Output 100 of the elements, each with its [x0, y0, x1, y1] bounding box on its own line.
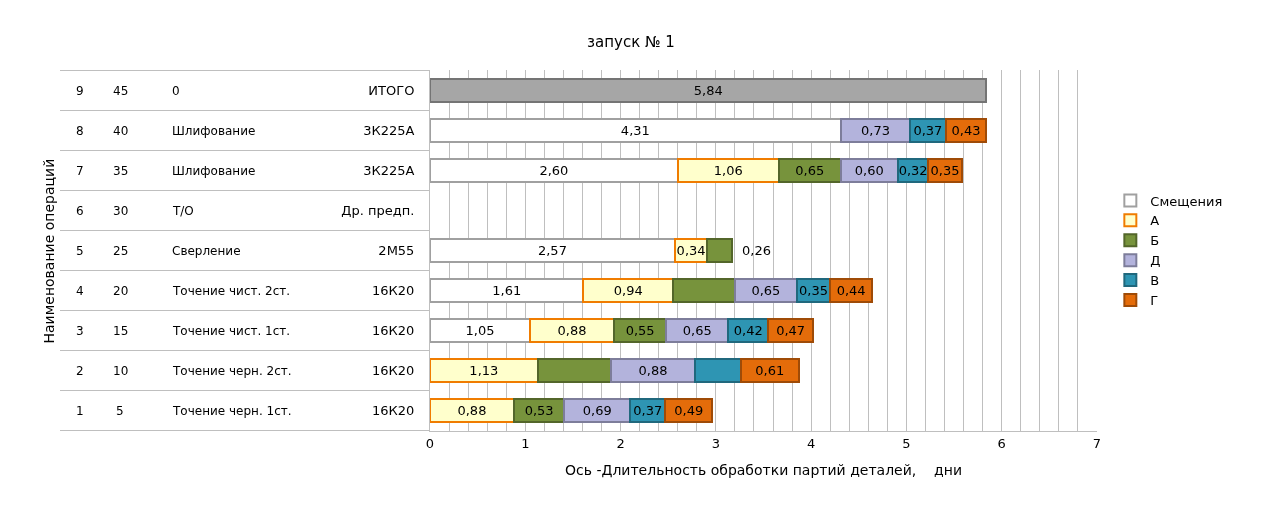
data-label: 0,65	[751, 283, 781, 298]
legend-label: Д	[1150, 253, 1161, 269]
bar	[430, 397, 515, 424]
text: 40	[113, 124, 129, 138]
bar	[767, 317, 815, 344]
bar	[582, 277, 674, 304]
data-label: 0,37	[633, 403, 663, 418]
text: 25	[113, 244, 129, 258]
text: 30	[113, 204, 129, 218]
bar	[536, 357, 613, 384]
y-tick-label: 3К225А	[363, 163, 415, 179]
chart-title: запуск № 1	[587, 32, 675, 51]
text: 2	[76, 364, 84, 378]
data-label: 4,31	[620, 123, 650, 138]
text: 20	[113, 284, 129, 298]
bar	[430, 357, 539, 384]
bar	[671, 277, 736, 304]
data-label: 0,34	[676, 243, 706, 258]
text: Точение чист. 2ст.	[172, 284, 291, 298]
data-label: 0,65	[795, 163, 825, 178]
bar	[430, 117, 842, 144]
legend-label: Б	[1150, 233, 1160, 249]
text: Шлифование	[172, 124, 256, 138]
bar	[430, 277, 585, 304]
text: Наименование операций	[40, 158, 57, 344]
data-label: 0,37	[913, 123, 943, 138]
y-tick-label: 3К225А	[363, 123, 415, 139]
data-label: 0,44	[836, 283, 866, 298]
data-label: 0,88	[638, 363, 668, 378]
data-label: 0,88	[557, 323, 587, 338]
data-label: 0,26	[742, 243, 771, 258]
data-label: 2,60	[539, 163, 569, 178]
data-label: 0,43	[951, 123, 981, 138]
bar	[739, 357, 800, 384]
data-label: 2,57	[537, 243, 567, 258]
data-label: 0,88	[457, 403, 487, 418]
text: 5	[116, 404, 124, 418]
text: Т/О	[172, 204, 194, 218]
data-label: 0,35	[930, 163, 960, 178]
bar	[610, 357, 696, 384]
text: Шлифование	[172, 164, 256, 178]
bar	[676, 157, 780, 184]
text: Точение черн. 1ст.	[172, 404, 292, 418]
data-label: 0,65	[682, 323, 712, 338]
y-tick-label: 16К20	[372, 323, 415, 339]
y-tick-label: 2М55	[378, 243, 415, 259]
bar	[706, 237, 734, 264]
x-tick-label: 4	[807, 435, 816, 451]
data-label: 0,47	[776, 323, 806, 338]
text: 5	[76, 244, 84, 258]
data-label: 0,60	[854, 163, 884, 178]
data-label: 0,32	[898, 163, 928, 178]
data-label: 0,53	[524, 403, 554, 418]
y-tick-label: ИТОГО	[368, 83, 415, 99]
legend-label: Г	[1150, 293, 1159, 309]
text: Точение черн. 2ст.	[172, 364, 292, 378]
text: 15	[113, 324, 129, 338]
x-tick-label: 1	[521, 435, 530, 451]
y-tick-label: Др. предп.	[341, 203, 415, 219]
data-label: 0,35	[799, 283, 828, 298]
text: 3	[76, 324, 84, 338]
text: 7	[76, 164, 84, 178]
text: 45	[113, 84, 129, 98]
bar	[430, 77, 988, 104]
data-label: 1,06	[713, 163, 743, 178]
text: 0	[172, 84, 180, 98]
data-label: 0,94	[613, 283, 643, 298]
bar	[693, 357, 742, 384]
x-tick-label: 5	[902, 435, 911, 451]
text: 8	[76, 124, 84, 138]
x-tick-label: 3	[711, 435, 720, 451]
legend-label: Смещения	[1150, 193, 1223, 209]
x-tick-label: 0	[425, 435, 435, 451]
bar	[430, 317, 532, 344]
x-tick-label: 6	[997, 435, 1006, 451]
data-label: 0,61	[755, 363, 785, 378]
x-axis-title: Ось -Длительность обработки партий деталей, дни	[564, 461, 963, 478]
data-label: 0,69	[582, 403, 612, 418]
data-label: 1,05	[465, 323, 495, 338]
data-label: 5,84	[693, 83, 723, 98]
text: 9	[76, 84, 84, 98]
bar	[430, 157, 679, 184]
x-tick-label: 2	[616, 435, 625, 451]
y-tick-label: 16К20	[372, 403, 415, 419]
text: 35	[113, 164, 129, 178]
text: Точение чист. 1ст.	[172, 324, 291, 338]
data-label: 1,13	[469, 363, 499, 378]
data-label: 0,55	[625, 323, 655, 338]
text: 1	[76, 404, 84, 418]
data-label: 0,49	[674, 403, 704, 418]
bar	[529, 317, 615, 344]
text: Сверление	[172, 244, 241, 258]
y-tick-label: 16К20	[372, 283, 415, 299]
legend-label: А	[1150, 213, 1160, 229]
x-tick-label: 7	[1092, 435, 1102, 451]
bar	[430, 237, 676, 264]
legend-label: В	[1150, 273, 1160, 289]
text: 10	[113, 364, 129, 378]
data-label: 1,61	[492, 283, 522, 298]
text: 6	[76, 204, 84, 218]
